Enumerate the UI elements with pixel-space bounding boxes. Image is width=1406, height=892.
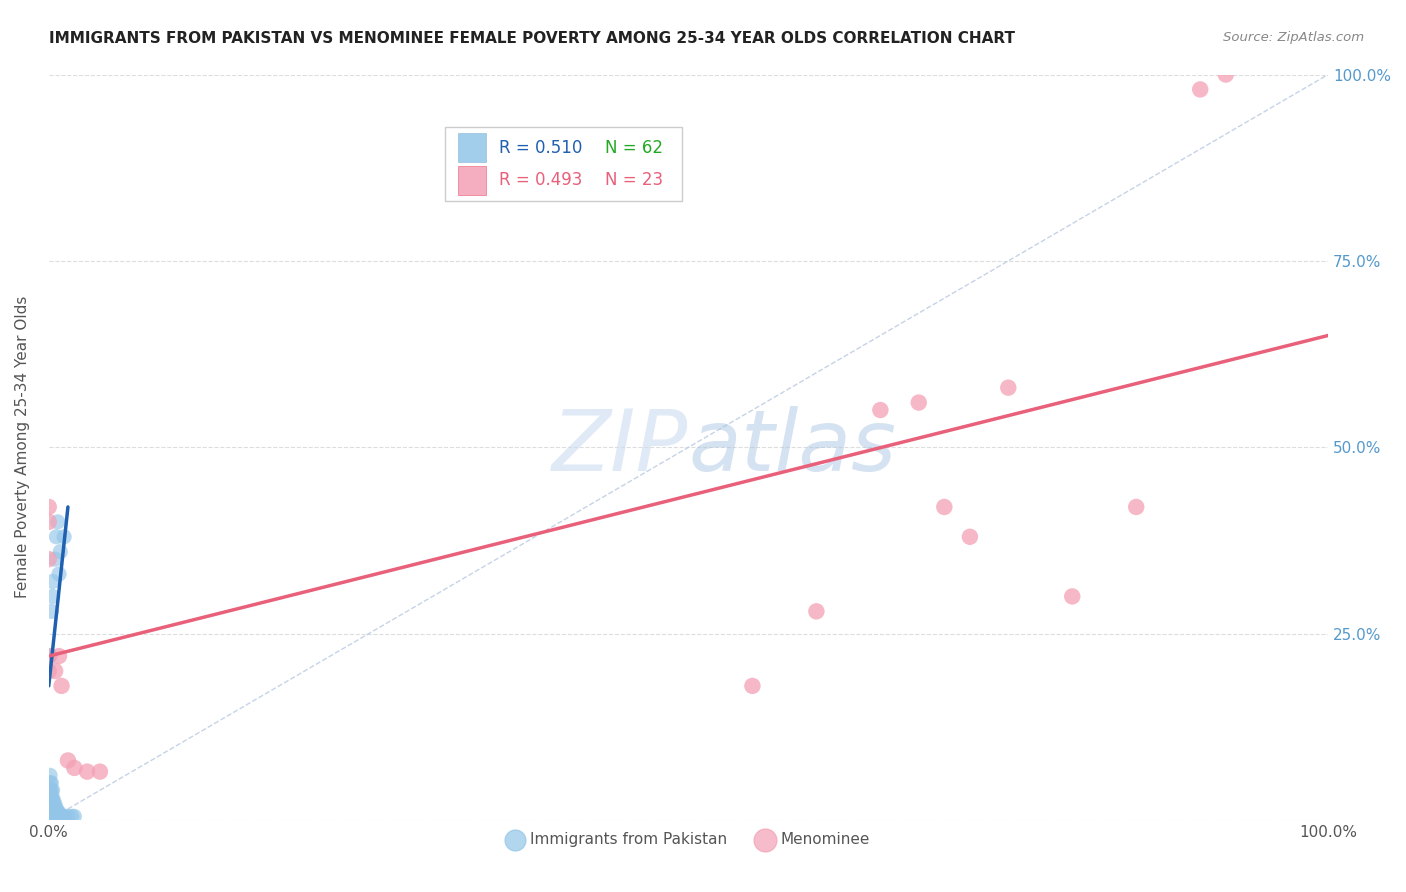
Point (41, 795, 63, 809)
Point (959, 530, 981, 544)
Point (56, 809, 79, 823)
Point (1189, 82, 1212, 96)
Point (38, 664, 60, 678)
Point (44, 805, 66, 820)
Point (76, 764, 98, 779)
Point (741, 679, 763, 693)
Point (39, 807, 62, 822)
Point (39, 807, 62, 822)
Point (63, 809, 86, 823)
Text: R = 0.510: R = 0.510 (499, 138, 582, 157)
Point (44, 809, 66, 823)
Text: ZIP: ZIP (553, 406, 689, 489)
Point (39, 798, 62, 813)
Point (1062, 590, 1084, 604)
Point (997, 381, 1019, 395)
Point (42, 805, 65, 820)
Point (39, 783, 62, 797)
Point (39, 809, 62, 823)
Point (41, 783, 63, 797)
Point (42, 802, 65, 816)
Text: N = 23: N = 23 (606, 171, 664, 189)
Point (44, 552, 66, 566)
Point (46, 515, 69, 529)
Point (45, 809, 67, 823)
Point (89, 764, 111, 779)
Point (907, 395, 929, 409)
Text: Source: ZipAtlas.com: Source: ZipAtlas.com (1223, 31, 1364, 45)
Point (38, 552, 60, 566)
Point (41, 790, 63, 805)
Point (39, 649, 62, 664)
Point (44, 798, 66, 813)
Point (39, 795, 62, 809)
Point (39, 783, 62, 797)
FancyBboxPatch shape (458, 134, 486, 161)
Point (38, 500, 60, 514)
Legend: Immigrants from Pakistan, Menominee: Immigrants from Pakistan, Menominee (501, 826, 876, 854)
Text: N = 62: N = 62 (606, 138, 664, 157)
Point (45, 805, 67, 820)
Text: atlas: atlas (689, 406, 897, 489)
Point (41, 805, 63, 820)
Point (48, 805, 70, 820)
Point (39, 799, 62, 814)
Point (48, 649, 70, 664)
Point (806, 604, 828, 618)
Point (869, 403, 891, 417)
Point (39, 795, 62, 809)
Point (49, 544, 72, 558)
Point (934, 500, 956, 514)
Point (39, 802, 62, 816)
Point (51, 809, 73, 823)
Point (48, 567, 70, 582)
Point (39, 802, 62, 816)
Point (56, 754, 79, 768)
FancyBboxPatch shape (458, 166, 486, 194)
Point (45, 530, 67, 544)
Point (48, 809, 70, 823)
Point (39, 809, 62, 823)
Point (41, 802, 63, 816)
Point (39, 804, 62, 818)
Point (39, 776, 62, 790)
Point (52, 809, 75, 823)
Y-axis label: Female Poverty Among 25-34 Year Olds: Female Poverty Among 25-34 Year Olds (15, 296, 30, 599)
Point (42, 809, 65, 823)
Point (39, 790, 62, 805)
Point (41, 574, 63, 589)
Point (44, 664, 66, 678)
Point (60, 809, 83, 823)
Point (1125, 500, 1147, 514)
Point (53, 809, 76, 823)
Point (39, 768, 62, 782)
Text: R = 0.493: R = 0.493 (499, 171, 582, 189)
Point (41, 590, 63, 604)
Point (46, 805, 69, 820)
Point (44, 802, 66, 816)
Point (51, 679, 73, 693)
Point (39, 776, 62, 790)
Point (38, 649, 60, 664)
Point (39, 790, 62, 805)
Point (63, 761, 86, 775)
Point (38, 515, 60, 529)
Point (41, 809, 63, 823)
Point (49, 809, 72, 823)
Point (39, 604, 62, 618)
Point (41, 798, 63, 813)
Point (39, 798, 62, 813)
Point (45, 802, 67, 816)
Point (53, 530, 76, 544)
Point (39, 805, 62, 820)
Text: IMMIGRANTS FROM PAKISTAN VS MENOMINEE FEMALE POVERTY AMONG 25-34 YEAR OLDS CORRE: IMMIGRANTS FROM PAKISTAN VS MENOMINEE FE… (49, 31, 1015, 46)
Point (46, 809, 69, 823)
Point (42, 798, 65, 813)
Point (1215, 68, 1237, 82)
Point (42, 795, 65, 809)
FancyBboxPatch shape (446, 127, 682, 202)
Point (39, 805, 62, 820)
Point (39, 787, 62, 801)
